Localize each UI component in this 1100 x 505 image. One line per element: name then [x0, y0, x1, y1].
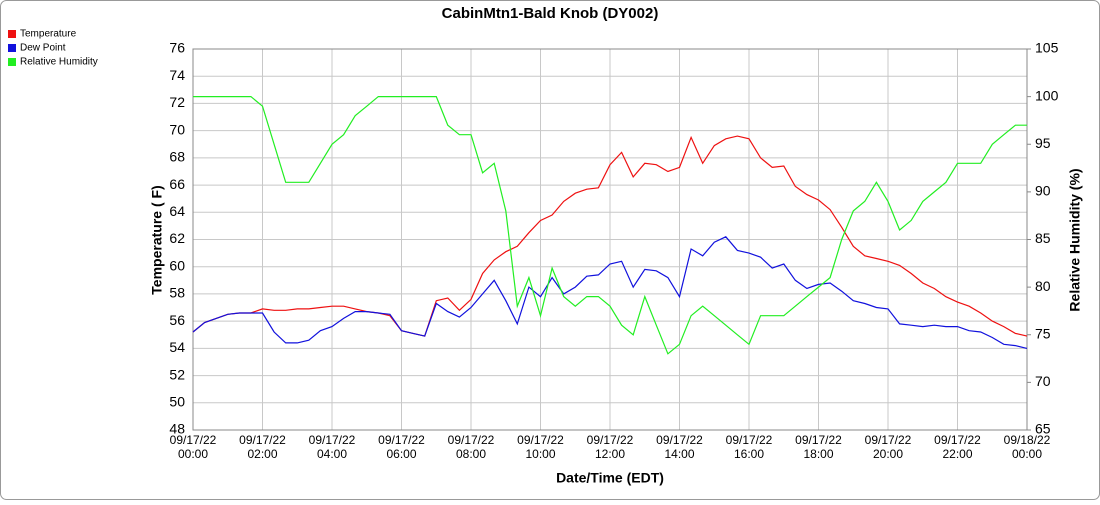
y2-tick-label: 95	[1035, 135, 1051, 151]
x-tick-label: 09/17/22 02:00	[239, 433, 286, 461]
y-tick-label: 50	[169, 393, 185, 409]
y-tick-label: 52	[169, 366, 185, 382]
x-tick-label: 09/17/22 14:00	[656, 433, 703, 461]
y2-axis-label: Relative Humidity (%)	[1067, 168, 1083, 311]
y-tick-label: 76	[169, 40, 185, 56]
legend-label: Relative Humidity	[20, 57, 98, 68]
legend-label: Dew Point	[20, 43, 66, 54]
y2-tick-label: 90	[1035, 183, 1051, 199]
chart-title: CabinMtn1-Bald Knob (DY002)	[442, 5, 659, 22]
y2-tick-label: 100	[1035, 87, 1059, 103]
legend-swatch	[8, 30, 16, 38]
y-tick-label: 64	[169, 203, 185, 219]
x-tick-label: 09/17/22 08:00	[448, 433, 495, 461]
x-tick-label: 09/17/22 16:00	[726, 433, 773, 461]
y2-tick-label: 65	[1035, 421, 1051, 437]
legend-label: Temperature	[20, 29, 77, 40]
y2-tick-label: 80	[1035, 278, 1051, 294]
y-tick-label: 56	[169, 312, 185, 328]
legend-swatch	[8, 58, 16, 66]
y-axis-label: Temperature ( F)	[149, 185, 165, 294]
series-line	[192, 236, 1028, 349]
series-line	[193, 96, 1027, 355]
y2-tick-label: 75	[1035, 325, 1051, 341]
y-tick-label: 62	[169, 230, 185, 246]
x-tick-label: 09/17/22 22:00	[934, 433, 981, 461]
x-tick-label: 09/17/22 04:00	[309, 433, 356, 461]
x-tick-label: 09/17/22 00:00	[170, 433, 217, 461]
x-axis-label: Date/Time (EDT)	[556, 470, 664, 486]
y-tick-label: 68	[169, 149, 185, 165]
y-tick-label: 60	[169, 257, 185, 273]
y2-tick-label: 85	[1035, 230, 1051, 246]
x-tick-label: 09/18/22 00:00	[1004, 433, 1051, 461]
y-tick-label: 48	[169, 421, 185, 437]
x-tick-label: 09/17/22 20:00	[865, 433, 912, 461]
x-tick-label: 09/17/22 12:00	[587, 433, 634, 461]
y-tick-label: 54	[169, 339, 185, 355]
x-tick-label: 09/17/22 18:00	[795, 433, 842, 461]
y-tick-label: 58	[169, 285, 185, 301]
y-tick-label: 66	[169, 176, 185, 192]
series-line	[192, 135, 1028, 337]
plot-border	[192, 48, 1028, 431]
x-tick-label: 09/17/22 06:00	[378, 433, 425, 461]
y-tick-label: 72	[169, 94, 185, 110]
legend-swatch	[8, 44, 16, 52]
x-tick-label: 09/17/22 10:00	[517, 433, 564, 461]
y2-tick-label: 105	[1035, 40, 1059, 56]
y-tick-label: 70	[169, 121, 185, 137]
y-tick-label: 74	[169, 67, 185, 83]
y2-tick-label: 70	[1035, 373, 1051, 389]
